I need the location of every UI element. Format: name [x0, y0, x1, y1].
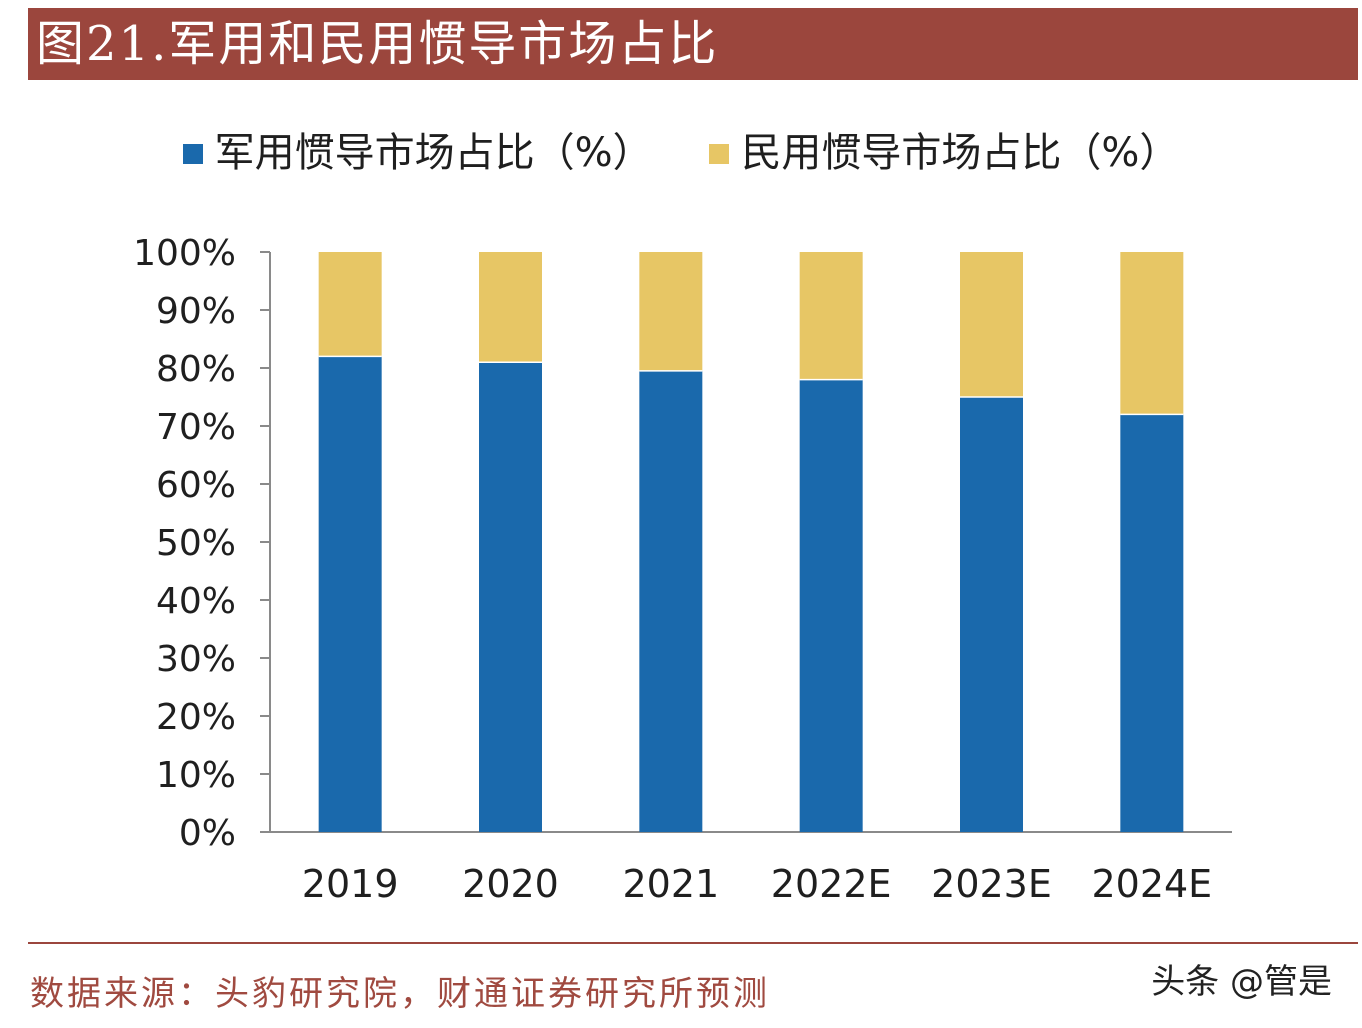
legend-label-civil: 民用惯导市场占比（%） — [741, 130, 1180, 176]
y-tick-label: 60% — [156, 465, 236, 506]
y-tick-label: 30% — [156, 639, 236, 680]
x-tick-label: 2019 — [302, 862, 399, 906]
source-note: 数据来源：头豹研究院，财通证券研究所预测 — [30, 974, 770, 1014]
x-tick-label: 2022E — [771, 862, 892, 906]
x-tick-label: 2021 — [622, 862, 719, 906]
legend-item-military: 军用惯导市场占比（%） — [182, 128, 653, 178]
legend-item-civil: 民用惯导市场占比（%） — [709, 128, 1179, 178]
bar-military — [960, 397, 1023, 832]
y-tick-label: 0% — [179, 813, 236, 854]
bar-military — [1120, 414, 1184, 832]
bar-military — [799, 379, 863, 832]
legend-label-military: 军用惯导市场占比（%） — [214, 130, 653, 176]
y-tick-label: 80% — [156, 349, 236, 390]
bar-civil — [960, 252, 1023, 397]
bar-civil — [1120, 252, 1184, 415]
legend-swatch-military — [182, 144, 203, 164]
bar-military — [639, 370, 703, 832]
watermark: 头条 @管是 — [1151, 962, 1332, 1002]
legend-swatch-civil — [709, 144, 730, 164]
y-tick-label: 90% — [156, 291, 236, 332]
x-tick-label: 2020 — [462, 862, 559, 906]
bar-civil — [479, 252, 542, 363]
bar-civil — [799, 252, 863, 380]
bar-civil — [318, 252, 382, 357]
bar-civil — [639, 252, 703, 371]
y-tick-label: 70% — [156, 407, 236, 448]
chart-legend: 军用惯导市场占比（%） 民用惯导市场占比（%） — [0, 128, 1362, 178]
bar-military — [479, 362, 542, 832]
title-bar: 图21.军用和民用惯导市场占比 — [28, 8, 1358, 80]
y-tick-label: 10% — [156, 755, 236, 796]
y-tick-label: 100% — [133, 233, 236, 274]
source-divider — [28, 942, 1358, 944]
x-tick-label: 2024E — [1091, 862, 1212, 906]
y-tick-label: 40% — [156, 581, 236, 622]
y-tick-label: 50% — [156, 523, 236, 564]
chart-title: 图21.军用和民用惯导市场占比 — [36, 16, 719, 72]
y-tick-label: 20% — [156, 697, 236, 738]
x-tick-label: 2023E — [931, 862, 1052, 906]
bar-military — [318, 356, 382, 832]
